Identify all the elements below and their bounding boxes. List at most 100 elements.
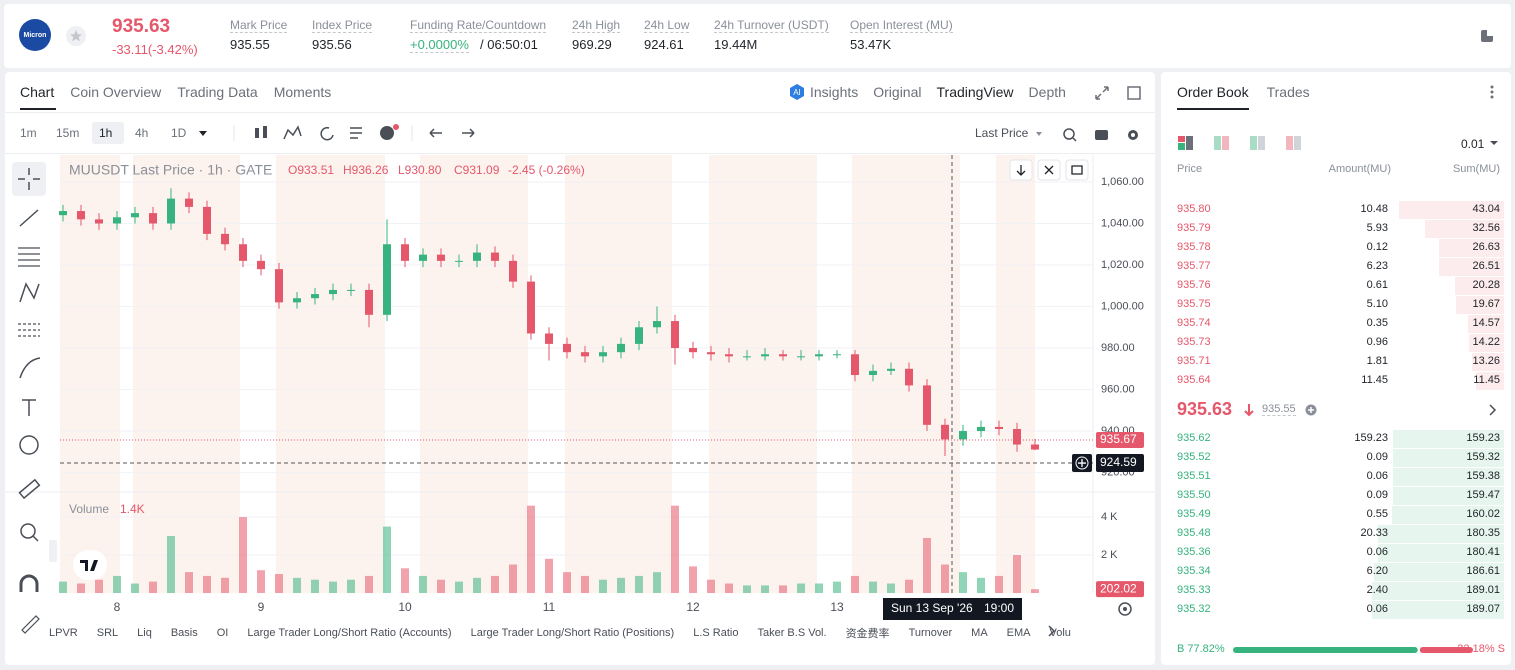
indicator[interactable]: SRL — [96, 627, 119, 639]
volume-bar — [617, 577, 625, 593]
interval[interactable]: 1h — [99, 126, 113, 140]
indicator[interactable]: Volu — [1049, 627, 1071, 639]
book-price[interactable]: 935.71 — [1177, 355, 1211, 367]
indicator[interactable]: Large Trader Long/Short Ratio (Positions… — [470, 627, 675, 639]
precision-dropdown[interactable] — [1490, 139, 1498, 147]
candle-body — [329, 289, 337, 295]
session-shade — [60, 155, 120, 593]
pane-button — [1065, 159, 1089, 181]
book-amount: 2.40 — [1366, 584, 1388, 596]
indicator[interactable]: LPVR — [49, 627, 78, 639]
book-price[interactable]: 935.32 — [1177, 603, 1211, 615]
book-price[interactable]: 935.34 — [1177, 565, 1211, 577]
book-price[interactable]: 935.78 — [1177, 241, 1211, 253]
column-header: Amount(MU) — [1328, 163, 1391, 175]
stat-label: 24h Low — [644, 18, 690, 33]
notes-icon[interactable] — [1479, 28, 1495, 44]
book-sum: 19.67 — [1472, 298, 1500, 310]
indicator[interactable]: Liq — [137, 627, 152, 639]
interval[interactable]: 4h — [135, 126, 149, 140]
book-price[interactable]: 935.75 — [1177, 298, 1211, 310]
volume-bar — [455, 581, 463, 593]
book-price[interactable]: 935.33 — [1177, 584, 1211, 596]
book-price[interactable]: 935.74 — [1177, 317, 1211, 329]
indicator[interactable]: OI — [216, 627, 229, 639]
depth-bar — [1456, 296, 1504, 314]
tab[interactable]: Insights — [810, 84, 859, 100]
book-price[interactable]: 935.80 — [1177, 203, 1211, 215]
indicator[interactable]: L.S Ratio — [693, 627, 739, 639]
interval-dropdown[interactable] — [197, 128, 209, 138]
more-menu[interactable] — [1488, 84, 1496, 100]
volume-bar — [275, 574, 283, 593]
indicator[interactable]: Basis — [170, 627, 198, 639]
tab[interactable]: Depth — [1028, 84, 1066, 100]
book-price[interactable]: 935.52 — [1177, 451, 1211, 463]
drawing-tools[interactable] — [12, 160, 48, 640]
tab[interactable]: Order Book — [1177, 84, 1249, 100]
book-amount: 0.06 — [1366, 546, 1388, 558]
tab[interactable]: Trading Data — [177, 84, 258, 100]
book-price[interactable]: 935.50 — [1177, 489, 1211, 501]
stat-value: 935.56 — [312, 37, 352, 52]
book-price[interactable]: 935.76 — [1177, 279, 1211, 291]
book-amount: 0.06 — [1366, 603, 1388, 615]
interval[interactable]: 1m — [20, 126, 37, 140]
crosshair-price-tag — [1096, 454, 1144, 473]
book-price[interactable]: 935.48 — [1177, 527, 1211, 539]
tab[interactable]: Trades — [1266, 84, 1310, 100]
tab[interactable]: Original — [873, 84, 922, 100]
depth-bar — [1439, 258, 1504, 276]
indicator[interactable]: 资金费率 — [845, 628, 890, 640]
book-amount: 1.81 — [1366, 355, 1388, 367]
favorite-star[interactable] — [66, 26, 86, 46]
book-price[interactable]: 935.64 — [1177, 374, 1211, 386]
chart-toolbar[interactable] — [232, 122, 482, 144]
volume-bar — [131, 583, 139, 593]
book-layouts[interactable] — [1177, 135, 1307, 151]
book-price[interactable]: 935.79 — [1177, 222, 1211, 234]
chart-settings[interactable] — [1117, 601, 1133, 617]
indicator[interactable]: Turnover — [908, 627, 953, 639]
book-price[interactable]: 935.36 — [1177, 546, 1211, 558]
mid-price: 935.63 — [1177, 399, 1233, 419]
interval[interactable]: 1D — [171, 126, 187, 140]
indicator[interactable]: EMA — [1006, 627, 1031, 639]
session-shade — [996, 155, 1035, 593]
candle-body — [923, 385, 931, 425]
volume-bar — [635, 575, 643, 593]
scroll-right[interactable] — [1046, 625, 1058, 637]
book-price[interactable]: 935.77 — [1177, 260, 1211, 272]
interval[interactable]: 15m — [56, 126, 80, 140]
tab[interactable]: TradingView — [936, 84, 1014, 100]
tab[interactable]: Moments — [273, 84, 332, 100]
book-sum: 26.63 — [1472, 241, 1500, 253]
session-shade — [133, 155, 240, 593]
candle-body — [869, 370, 877, 376]
precision[interactable]: 0.01 — [1461, 137, 1485, 151]
candle-body — [77, 211, 85, 220]
indicator[interactable]: Large Trader Long/Short Ratio (Accounts) — [247, 627, 452, 639]
volume-bar — [1013, 555, 1021, 593]
chart-right-tools[interactable] — [1034, 128, 1144, 142]
expand-arrow[interactable] — [1488, 404, 1498, 416]
depth-bar — [1424, 220, 1504, 238]
candle-body — [167, 198, 175, 224]
candle-body — [1031, 444, 1039, 450]
book-price[interactable]: 935.51 — [1177, 470, 1211, 482]
book-price[interactable]: 935.49 — [1177, 508, 1211, 520]
shield-icon — [1305, 404, 1317, 416]
tab[interactable]: Coin Overview — [70, 84, 162, 100]
book-price[interactable]: 935.62 — [1177, 432, 1211, 444]
book-amount: 159.23 — [1354, 432, 1388, 444]
price-source[interactable]: Last Price — [975, 126, 1029, 140]
tab[interactable]: Chart — [20, 84, 55, 100]
x-tick-label: 8 — [114, 600, 121, 614]
panel-controls[interactable] — [1094, 85, 1154, 101]
depth-bar — [1392, 430, 1504, 448]
indicator[interactable]: MA — [971, 627, 988, 639]
candle-body — [473, 252, 481, 261]
indicator[interactable]: Taker B.S Vol. — [757, 627, 827, 639]
book-price[interactable]: 935.73 — [1177, 336, 1211, 348]
ohlc-legend: -2.45 (-0.26%) — [508, 163, 585, 177]
